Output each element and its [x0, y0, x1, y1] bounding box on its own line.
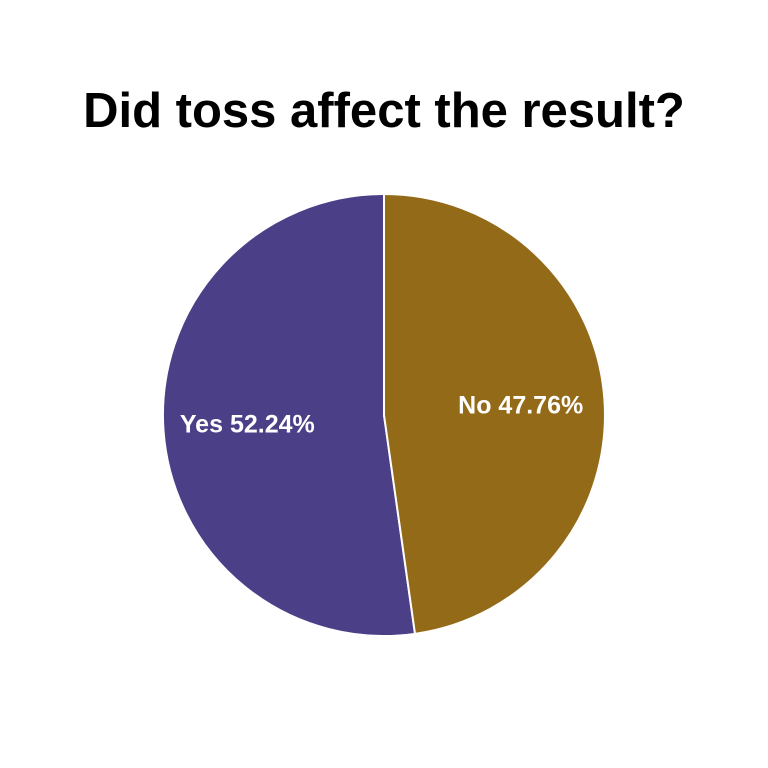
chart-title: Did toss affect the result? [83, 84, 685, 138]
pie-slice-no [383, 192, 606, 635]
pie-slice-yes [161, 192, 417, 637]
pie-label-no: No 47.76% [458, 391, 583, 419]
pie-slices [161, 192, 606, 637]
pie-label-yes: Yes 52.24% [180, 411, 315, 439]
pie-labels: Yes 52.24% No 47.76% [180, 391, 583, 438]
